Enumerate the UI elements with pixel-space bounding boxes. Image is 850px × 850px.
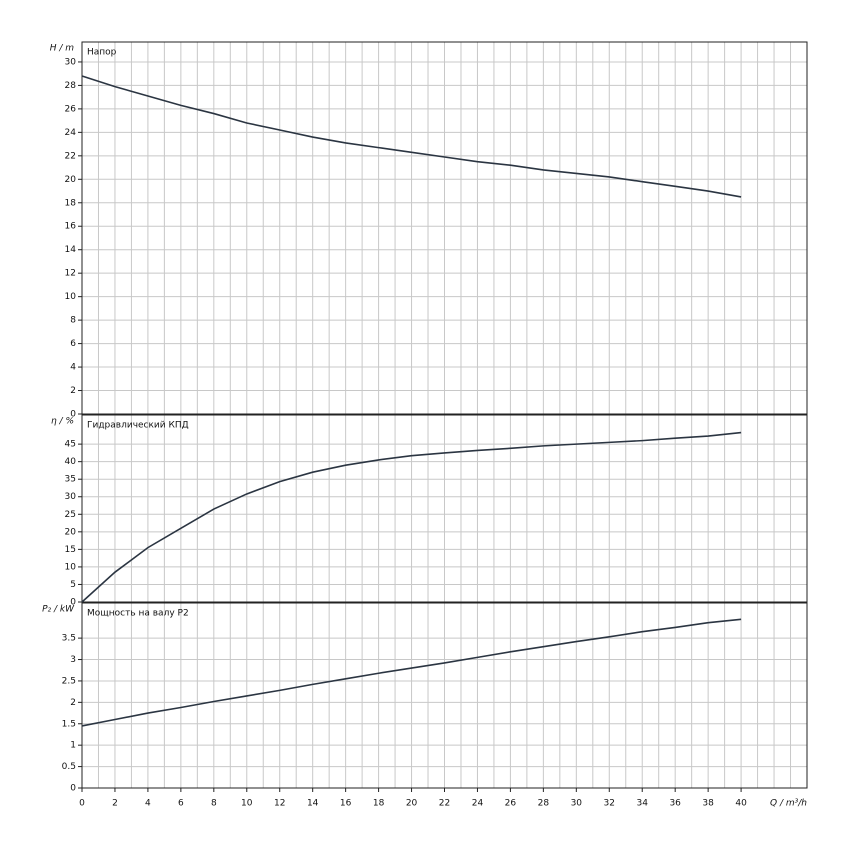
- x-tick-label: 26: [505, 799, 517, 809]
- x-tick-label: 34: [637, 799, 649, 809]
- y-tick-label: 45: [65, 440, 76, 450]
- y-tick-label: 3.5: [62, 634, 76, 644]
- y-tick-label: 0: [70, 784, 76, 794]
- y-tick-label: 10: [65, 292, 77, 302]
- y-axis-label: H / m: [50, 44, 75, 54]
- x-tick-label: 6: [178, 799, 184, 809]
- y-tick-label: 20: [65, 175, 77, 185]
- curve: [81, 431, 742, 603]
- y-tick-label: 16: [65, 222, 77, 232]
- y-tick-label: 2: [70, 386, 76, 396]
- y-tick-label: 4: [70, 363, 76, 373]
- x-tick-label: 8: [211, 799, 217, 809]
- x-tick-label: 10: [241, 799, 253, 809]
- y-tick-label: 40: [65, 457, 77, 467]
- x-tick-label: 12: [274, 799, 285, 809]
- y-tick-label: 26: [65, 104, 77, 114]
- y-tick-label: 0: [70, 410, 76, 420]
- x-tick-label: 36: [669, 799, 681, 809]
- panel-label: Гидравлический КПД: [87, 421, 189, 431]
- curve: [81, 75, 742, 198]
- x-tick-label: 4: [145, 799, 151, 809]
- y-axis-label: η / %: [51, 417, 74, 427]
- x-tick-label: 0: [79, 799, 85, 809]
- y-tick-label: 15: [65, 545, 76, 555]
- x-tick-label: 22: [439, 799, 450, 809]
- x-tick-label: 14: [307, 799, 319, 809]
- y-tick-label: 0.5: [62, 762, 76, 772]
- x-tick-label: 28: [538, 799, 550, 809]
- y-tick-label: 2: [70, 698, 76, 708]
- y-tick-label: 1: [70, 741, 76, 751]
- y-tick-label: 14: [65, 245, 77, 255]
- y-tick-label: 24: [65, 128, 77, 138]
- y-tick-label: 6: [70, 339, 76, 349]
- y-tick-label: 12: [65, 269, 76, 279]
- y-tick-label: 30: [65, 492, 77, 502]
- x-tick-label: 32: [604, 799, 615, 809]
- x-tick-label: 16: [340, 799, 352, 809]
- x-tick-label: 30: [571, 799, 583, 809]
- y-tick-label: 22: [65, 151, 76, 161]
- x-tick-label: 18: [373, 799, 385, 809]
- x-tick-label: 40: [735, 799, 747, 809]
- y-tick-label: 1.5: [62, 719, 76, 729]
- y-tick-label: 30: [65, 57, 77, 67]
- y-tick-label: 10: [65, 562, 77, 572]
- y-tick-label: 2.5: [62, 676, 76, 686]
- y-tick-label: 25: [65, 510, 76, 520]
- y-tick-label: 3: [70, 655, 76, 665]
- x-tick-label: 38: [702, 799, 714, 809]
- x-tick-label: 24: [472, 799, 484, 809]
- plot-frame: [81, 602, 808, 789]
- x-tick-label: 2: [112, 799, 118, 809]
- y-tick-label: 8: [70, 316, 76, 326]
- y-tick-label: 18: [65, 198, 77, 208]
- x-axis-label: Q / m³/h: [770, 799, 807, 809]
- curve: [81, 618, 742, 727]
- panel-label: Мощность на валу P2: [87, 609, 189, 619]
- x-tick-label: 20: [406, 799, 418, 809]
- y-axis-label: P₂ / kW: [42, 605, 75, 615]
- plot-frame: [81, 414, 808, 603]
- y-tick-label: 5: [70, 580, 76, 590]
- y-tick-label: 0: [70, 598, 76, 608]
- panel-label: Напор: [87, 48, 117, 58]
- plot-frame: [81, 41, 808, 415]
- y-tick-label: 35: [65, 475, 76, 485]
- y-tick-label: 20: [65, 527, 77, 537]
- y-tick-label: 28: [65, 81, 77, 91]
